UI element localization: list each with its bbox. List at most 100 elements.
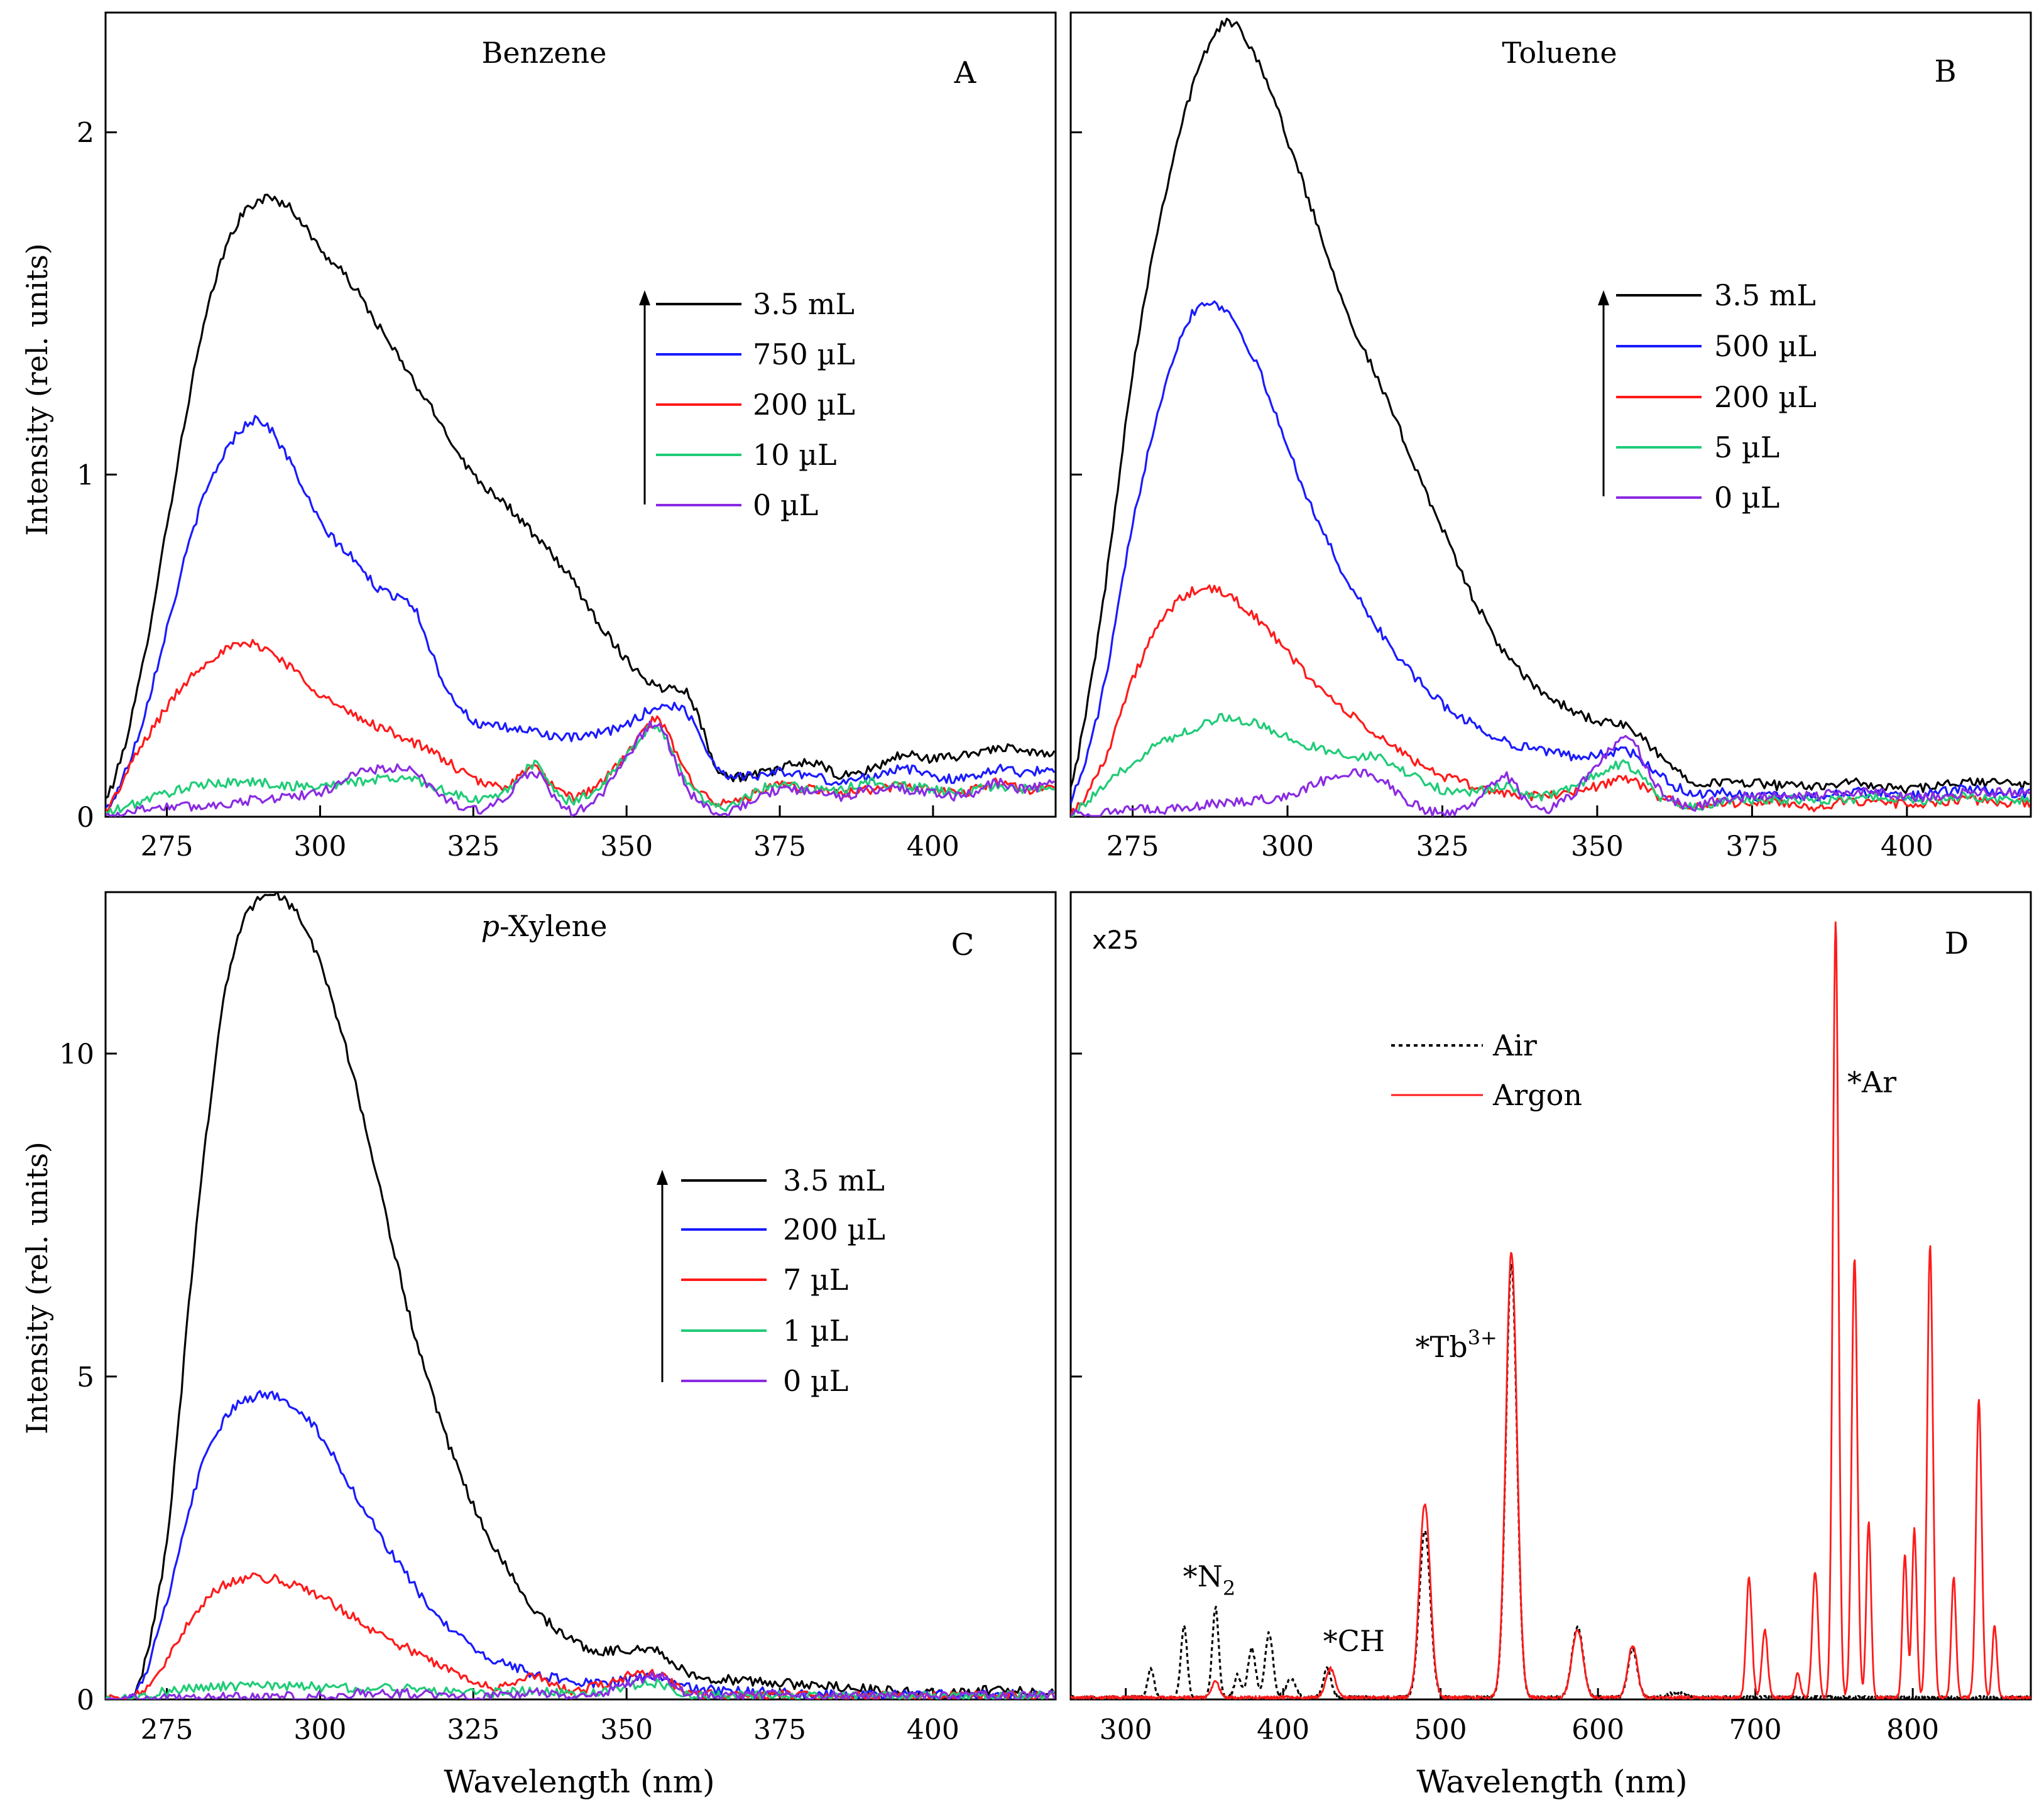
legend-arrowhead-b [1598,290,1609,305]
plot-frame-d [1069,891,2032,1701]
legend-entry-b-0: 3.5 mL [1714,278,1816,312]
annotation-d-2: *Tb3+ [1416,1326,1497,1364]
legend-b: 3.5 mL 500 µL 200 µL 5 µL 0 µL [1598,278,1817,515]
x-tick-label-d-800: 800 [1886,1714,1939,1746]
panel-title-a: Benzene [482,36,607,70]
panel-b: 275 300 325 350 375 400 Toluene B 3.5 mL 500 … [1069,11,2032,863]
plot-frame-c [104,891,1057,1701]
panel-title-c-italic: p [481,909,500,943]
x-axis-label-c: Wavelength (nm) [444,1764,714,1800]
annotation-d-1: *CH [1323,1624,1385,1658]
panel-label-a: A [954,55,977,90]
x-tick-label-d-700: 700 [1729,1714,1782,1746]
legend-entry-air: Air [1492,1028,1537,1062]
panel-a: 275 300 325 350 375 400 0 1 2 Benzene A Intensit… [20,11,1057,863]
ticks-c: 275 300 325 350 375 400 0 5 10 [59,1039,959,1746]
legend-a: 3.5 mL 750 µL 200 µL 10 µL 0 µL [639,287,855,522]
y-tick-label-a-0: 0 [77,802,94,834]
x-tick-label-a-300: 300 [293,831,346,863]
legend-arrowhead-c [657,1170,668,1185]
annotation-sup-2: 3+ [1468,1326,1497,1349]
y-tick-label-c-0: 0 [77,1684,94,1716]
x-tick-label-b-400: 400 [1881,831,1933,863]
x-tick-label-b-275: 275 [1107,831,1159,863]
x-tick-label-d-600: 600 [1571,1714,1624,1746]
y-tick-label-a-2: 2 [77,117,94,150]
legend-d: Air Argon [1391,1028,1582,1112]
annotations-d: *N2 *CH *Tb3+ *Ar [1183,1066,1896,1658]
legend-entry-c-0: 3.5 mL [783,1164,885,1197]
legend-arrowhead-a [639,290,650,305]
plot-frame-b [1069,11,2032,818]
series-c [106,892,1056,1699]
series-line-c-4 [106,1671,1056,1699]
annotation-sub-0: 2 [1223,1576,1235,1600]
legend-entry-a-1: 750 µL [753,337,855,371]
series-a [106,194,1056,817]
series-line-b-3 [1071,712,2031,817]
series-line-a-1 [106,415,1056,809]
panel-d: 300 400 500 600 700 800 x25 D Wavelength (nm)… [1069,891,2032,1800]
x-tick-label-b-350: 350 [1571,831,1624,863]
annotation-text-2: *Tb [1416,1330,1468,1364]
x-tick-label-c-400: 400 [907,1714,959,1746]
legend-entry-c-4: 0 µL [783,1364,848,1398]
legend-entry-c-1: 200 µL [783,1213,885,1246]
annotation-d-3: *Ar [1847,1066,1896,1099]
legend-entry-c-3: 1 µL [783,1314,848,1348]
legend-entry-b-4: 0 µL [1714,481,1779,515]
series-line-b-0 [1071,18,2030,794]
x-tick-label-d-300: 300 [1100,1714,1152,1746]
series-b [1071,18,2031,817]
series-d [1071,921,2031,1699]
y-axis-label-a: Intensity (rel. units) [20,243,54,536]
series-line-a-0 [106,194,1056,799]
legend-entry-a-2: 200 µL [753,388,855,422]
series-line-c-1 [106,1390,1056,1699]
legend-entry-a-0: 3.5 mL [753,287,855,321]
panel-title-c: p-Xylene [481,909,608,943]
legend-entry-b-1: 500 µL [1714,329,1817,363]
panel-title-b: Toluene [1502,36,1617,70]
series-line-b-4 [1071,734,2031,817]
legend-c: 3.5 mL 200 µL 7 µL 1 µL 0 µL [657,1164,885,1398]
annotation-text-0: *N [1183,1559,1223,1593]
series-line-a-4 [106,720,1055,817]
panel-label-d: D [1945,926,1969,961]
panel-label-c: C [951,927,975,962]
plot-frame-a [104,11,1057,818]
x-tick-label-b-325: 325 [1416,831,1468,863]
legend-entry-a-4: 0 µL [753,488,818,522]
y-tick-label-c-10: 10 [59,1039,94,1071]
x-tick-label-c-275: 275 [141,1714,194,1746]
x-tick-label-b-300: 300 [1261,831,1314,863]
panel-c: 275 300 325 350 375 400 0 5 10 p-Xylene C Intens… [20,891,1057,1800]
x-tick-label-a-350: 350 [600,831,653,863]
scale-note-d: x25 [1092,926,1139,955]
x-axis-label-d: Wavelength (nm) [1416,1764,1687,1800]
legend-entry-c-2: 7 µL [783,1263,848,1297]
x-tick-label-c-300: 300 [293,1714,346,1746]
annotation-text-3: *Ar [1847,1066,1896,1099]
series-line-a-3 [106,722,1055,816]
y-tick-label-c-5: 5 [77,1361,94,1393]
x-tick-label-b-375: 375 [1725,831,1778,863]
ticks-a: 275 300 325 350 375 400 0 1 2 [77,117,959,863]
x-tick-label-d-500: 500 [1414,1714,1467,1746]
x-tick-label-c-325: 325 [447,1714,500,1746]
panel-title-c-rest: -Xylene [500,909,607,943]
series-line-d-1 [1071,921,2031,1699]
legend-entry-argon: Argon [1492,1078,1582,1112]
legend-entry-a-3: 10 µL [753,438,837,472]
y-tick-label-a-1: 1 [77,459,94,491]
x-tick-label-c-375: 375 [753,1714,806,1746]
annotation-text-1: *CH [1323,1624,1385,1658]
ticks-d: 300 400 500 600 700 800 [1071,1052,1939,1746]
y-axis-label-c: Intensity (rel. units) [20,1142,54,1434]
annotation-d-0: *N2 [1183,1559,1236,1600]
x-tick-label-d-400: 400 [1257,1714,1309,1746]
x-tick-label-a-325: 325 [447,831,500,863]
legend-entry-b-3: 5 µL [1714,430,1779,464]
